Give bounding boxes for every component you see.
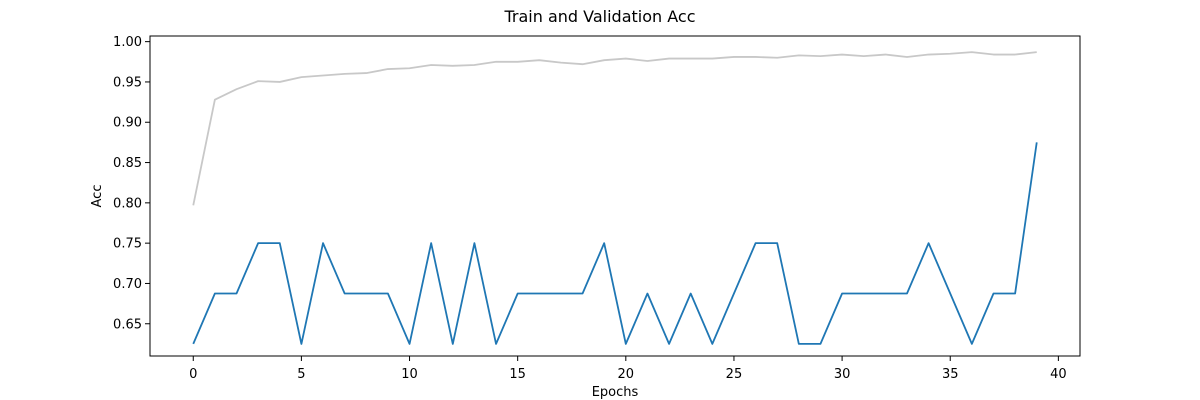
series-line-1	[192, 51, 1037, 206]
x-axis-label: Epochs	[592, 385, 639, 400]
y-tick-label: 0.65	[113, 317, 142, 332]
y-axis-label: Acc	[90, 185, 105, 208]
x-tick-label: 25	[726, 367, 743, 382]
y-tick-label: 0.80	[113, 196, 142, 211]
x-tick-label: 5	[297, 367, 305, 382]
x-tick-label: 40	[1050, 367, 1067, 382]
x-tick-label: 30	[834, 367, 851, 382]
y-tick-label: 0.90	[113, 116, 142, 131]
series-line-2	[192, 142, 1038, 345]
plot-area	[192, 51, 1038, 345]
x-axis: 0 5 10 15 20 25 30 35 40	[189, 356, 1067, 382]
x-tick-label: 10	[401, 367, 418, 382]
x-tick-label: 0	[189, 367, 197, 382]
y-tick-label: 1.00	[113, 35, 142, 50]
y-tick-label: 0.85	[113, 156, 142, 171]
chart-title: Train and Validation Acc	[503, 7, 695, 26]
y-tick-label: 0.95	[113, 75, 142, 90]
y-tick-label: 0.70	[113, 277, 142, 292]
x-tick-label: 20	[618, 367, 635, 382]
y-tick-label: 0.75	[113, 237, 142, 252]
x-tick-label: 15	[509, 367, 526, 382]
y-axis: 0.65 0.70 0.75 0.80 0.85 0.90 0.95 1.00	[113, 35, 150, 332]
axes-frame	[149, 35, 1081, 357]
x-tick-label: 35	[942, 367, 959, 382]
